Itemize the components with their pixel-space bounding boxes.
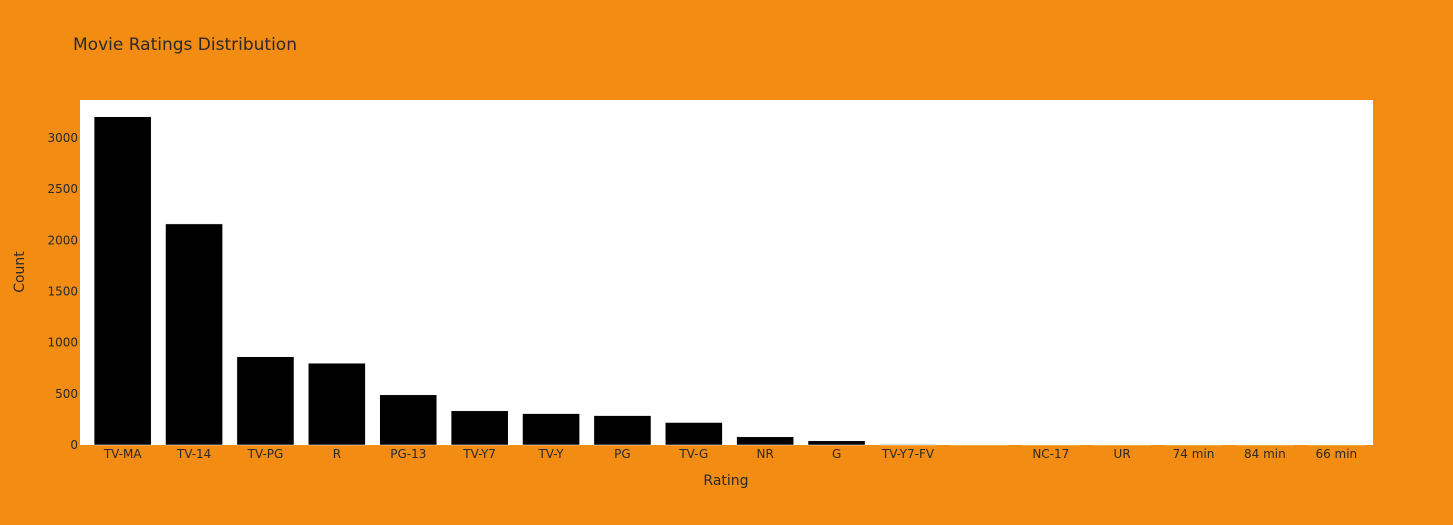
x-tick-label: 84 min [1244,447,1286,461]
x-tick-label: TV-Y7-FV [881,447,935,461]
chart-title: Movie Ratings Distribution [73,35,297,55]
x-tick-label: TV-MA [103,447,143,461]
y-tick-label: 2000 [47,233,78,247]
bar-tv-g[interactable] [665,422,723,446]
y-tick-label: 1000 [47,336,78,350]
x-tick-label: UR [1114,447,1131,461]
bar-tv-14[interactable] [165,223,223,446]
bar-nr[interactable] [736,436,794,446]
x-axis-label: Rating [703,473,748,489]
x-tick-label: TV-PG [247,447,284,461]
y-tick-label: 2500 [47,182,78,196]
bar-tv-pg[interactable] [236,356,295,446]
bar-pg[interactable] [593,415,652,446]
bars-group [93,116,1366,446]
bar-tv-ma[interactable] [93,116,152,446]
x-tick-label: 74 min [1173,447,1215,461]
bar-tv-y7[interactable] [450,410,509,446]
x-tick-label: PG [614,447,631,461]
x-tick-label: TV-Y [537,447,564,461]
y-tick-label: 500 [55,387,78,401]
plot-area [80,100,1373,445]
x-tick-label: NC-17 [1032,447,1069,461]
x-tick-label: TV-G [678,447,708,461]
y-tick-labels: 0 500 1000 1500 2000 2500 3000 [47,131,78,452]
y-axis-label: Count [12,251,28,293]
bar-pg-13[interactable] [379,394,438,446]
bar-tv-y[interactable] [522,413,580,446]
x-tick-label: PG-13 [390,447,426,461]
y-tick-label: 1500 [47,284,78,298]
bar-r[interactable] [308,362,366,446]
x-tick-label: 66 min [1315,447,1357,461]
x-tick-label: NR [757,447,774,461]
bar-g[interactable] [807,440,866,446]
x-tick-label: G [832,447,841,461]
x-tick-label: R [333,447,341,461]
y-tick-label: 0 [70,438,78,452]
x-tick-label: TV-Y7 [462,447,496,461]
x-tick-labels: TV-MA TV-14 TV-PG R PG-13 TV-Y7 TV-Y PG TV-G NR G T… [103,447,1357,461]
x-tick-label: TV-14 [176,447,211,461]
bar-tv-y7-fv[interactable] [879,444,937,446]
y-tick-label: 3000 [47,131,78,145]
